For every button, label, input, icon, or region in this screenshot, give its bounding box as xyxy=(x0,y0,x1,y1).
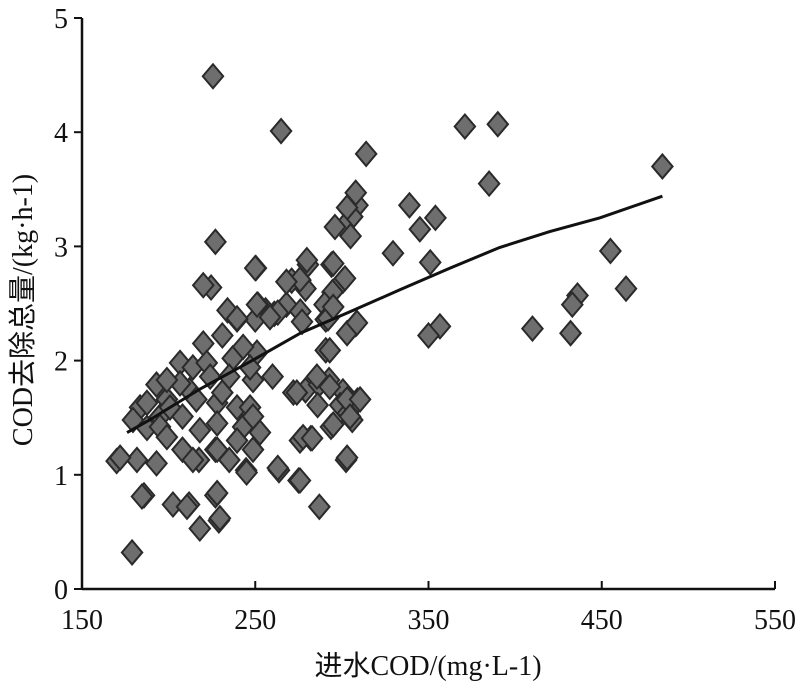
data-point xyxy=(477,170,501,198)
data-point xyxy=(181,446,205,474)
data-point xyxy=(598,237,622,265)
y-axis-label: COD去除总量/(kg·h-1) xyxy=(7,174,39,446)
data-point xyxy=(198,363,222,391)
data-point xyxy=(155,366,179,394)
data-point xyxy=(205,409,229,437)
data-point xyxy=(321,249,345,278)
data-point xyxy=(245,291,269,319)
data-point xyxy=(108,444,132,472)
data-point xyxy=(318,336,342,364)
x-tick-label: 250 xyxy=(234,605,276,636)
data-point xyxy=(345,309,369,337)
y-tick-label: 5 xyxy=(54,4,68,35)
data-point xyxy=(650,152,674,181)
data-point xyxy=(307,493,331,521)
data-point xyxy=(381,239,405,267)
data-point xyxy=(261,363,285,391)
data-point xyxy=(266,454,290,482)
data-points xyxy=(105,62,674,567)
data-point xyxy=(238,353,262,381)
data-point xyxy=(333,264,357,292)
x-tick-label: 450 xyxy=(581,605,623,636)
x-axis-label: 进水COD/(mg·L-1) xyxy=(314,650,541,682)
data-point xyxy=(300,424,324,452)
data-point xyxy=(120,538,144,567)
data-point xyxy=(243,254,267,282)
x-tick-label: 550 xyxy=(754,605,796,636)
y-tick-label: 0 xyxy=(54,575,68,606)
data-point xyxy=(191,329,215,358)
data-point xyxy=(335,444,359,472)
data-point xyxy=(295,246,319,274)
data-point xyxy=(344,179,368,207)
data-point xyxy=(235,458,259,487)
data-point xyxy=(560,291,584,319)
data-point xyxy=(520,315,544,343)
data-point xyxy=(348,385,372,413)
data-point xyxy=(288,265,312,294)
data-point xyxy=(208,504,232,532)
data-point xyxy=(614,275,638,303)
data-point xyxy=(201,62,225,90)
data-point xyxy=(306,391,330,419)
x-tick-label: 150 xyxy=(61,605,103,636)
y-tick-labels: 0 1 2 3 4 5 xyxy=(54,4,68,606)
data-point xyxy=(338,403,362,431)
data-point xyxy=(125,446,149,474)
data-point xyxy=(144,449,169,477)
data-point xyxy=(130,482,154,511)
trend-line xyxy=(126,194,663,434)
data-point xyxy=(397,191,421,219)
data-point xyxy=(205,436,229,464)
data-point xyxy=(231,333,255,361)
data-point xyxy=(225,304,249,332)
data-point xyxy=(135,389,159,417)
data-point xyxy=(486,110,510,138)
data-point xyxy=(423,204,447,232)
data-point xyxy=(175,493,199,521)
data-point xyxy=(216,296,240,324)
x-tick-label: 350 xyxy=(408,605,450,636)
data-point xyxy=(155,423,179,451)
data-point xyxy=(559,319,583,347)
axes xyxy=(74,17,776,591)
data-point xyxy=(188,514,212,543)
data-point xyxy=(288,466,312,495)
y-tick-label: 1 xyxy=(54,461,68,492)
data-point xyxy=(339,222,363,250)
data-point xyxy=(418,248,442,276)
data-point xyxy=(203,228,227,256)
y-tick-label: 4 xyxy=(54,118,68,149)
data-point xyxy=(408,215,432,243)
data-point xyxy=(269,117,293,145)
y-tick-label: 3 xyxy=(54,232,68,263)
data-point xyxy=(188,416,212,444)
data-point xyxy=(285,379,309,407)
x-tick-labels: 150 250 350 450 550 xyxy=(61,605,796,636)
data-point xyxy=(205,479,229,507)
data-point xyxy=(323,213,347,241)
data-point xyxy=(170,403,194,431)
data-point xyxy=(416,321,441,350)
data-point xyxy=(354,140,378,168)
data-point xyxy=(225,426,249,455)
data-point xyxy=(191,271,215,299)
data-point xyxy=(210,321,234,350)
y-tick-label: 2 xyxy=(54,347,68,378)
data-point xyxy=(274,268,298,296)
data-point xyxy=(453,112,477,141)
data-point xyxy=(161,490,185,519)
data-point xyxy=(241,436,265,464)
data-point xyxy=(318,373,342,401)
data-point xyxy=(321,411,345,439)
data-point xyxy=(258,303,282,331)
